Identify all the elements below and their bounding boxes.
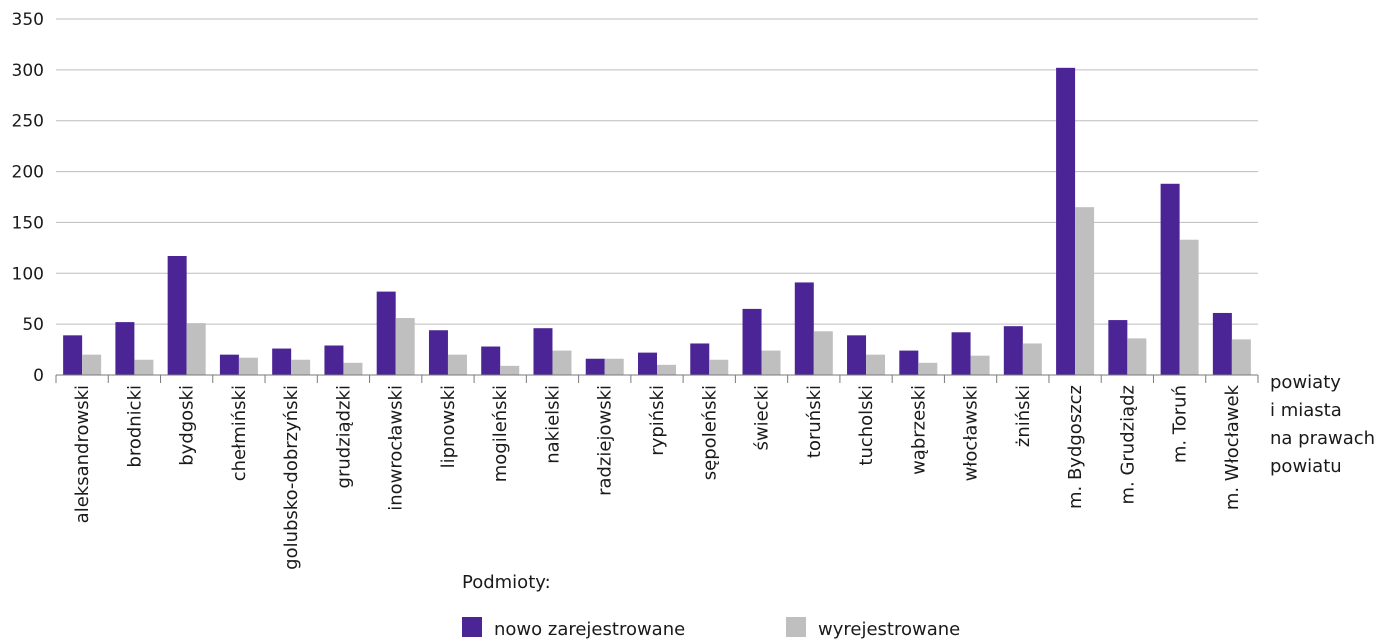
y-tick-label: 100: [12, 264, 44, 284]
bar-nowo-14: [794, 282, 814, 375]
bar-wyrej-18: [1022, 343, 1042, 375]
bar-wyrej-9: [552, 350, 572, 375]
bar-wyrej-1: [134, 359, 154, 375]
bar-wyrej-2: [186, 323, 206, 375]
bar-wyrej-21: [1179, 239, 1199, 375]
bar-wyrej-13: [761, 350, 781, 375]
x-tick-label: lipnowski: [438, 385, 459, 468]
x-axis-label-line-2: i miasta: [1270, 400, 1342, 421]
x-tick-label: włocławski: [961, 385, 982, 481]
x-tick-label: nakielski: [542, 385, 563, 464]
legend: Podmioty: nowo zarejestrowane wyrejestro…: [462, 572, 960, 640]
x-tick-label: m. Grudziądz: [1117, 385, 1138, 505]
bar-nowo-12: [690, 343, 710, 375]
bar-nowo-4: [272, 348, 292, 375]
bar-nowo-2: [167, 255, 187, 375]
bar-nowo-20: [1108, 320, 1128, 375]
bar-wyrej-4: [291, 359, 311, 375]
bar-nowo-1: [115, 322, 135, 375]
bar-wyrej-20: [1127, 338, 1147, 375]
bar-wyrej-3: [238, 357, 258, 375]
bar-nowo-9: [533, 328, 553, 375]
bar-nowo-13: [742, 308, 762, 375]
x-tick-label: żniński: [1013, 385, 1034, 447]
x-tick-label: grudziądzki: [333, 385, 354, 488]
bar-wyrej-10: [604, 358, 624, 375]
bar-nowo-17: [951, 332, 971, 375]
bar-nowo-7: [428, 330, 448, 375]
y-tick-label: 50: [22, 315, 44, 335]
bar-nowo-6: [376, 291, 396, 375]
y-tick-label: 300: [12, 61, 44, 81]
bar-wyrej-6: [395, 318, 415, 375]
legend-swatch-wyrej: [786, 617, 806, 637]
bars: [63, 67, 1251, 375]
x-tick-label: radziejowski: [595, 385, 616, 496]
y-tick-label: 350: [12, 10, 44, 30]
bar-nowo-8: [481, 346, 501, 375]
x-tick-label: sępoleński: [699, 385, 720, 480]
y-tick-label: 200: [12, 163, 44, 183]
bar-wyrej-5: [343, 362, 363, 375]
x-tick-label: inowrocławski: [386, 385, 407, 511]
gridlines: [56, 18, 1258, 325]
y-tick-label: 150: [12, 213, 44, 233]
x-tick-label: świecki: [752, 385, 773, 451]
x-tick-label: tucholski: [856, 385, 877, 466]
bar-nowo-5: [324, 345, 344, 375]
x-tick-label: golubsko-dobrzyński: [281, 385, 302, 570]
bar-nowo-21: [1160, 183, 1180, 375]
x-axis-label-line-3: na prawach: [1270, 428, 1375, 449]
y-tick-label: 0: [33, 366, 44, 386]
x-axis-label-line-1: powiaty: [1270, 372, 1341, 393]
legend-title: Podmioty:: [462, 572, 551, 593]
x-tick-label: brodnicki: [124, 385, 145, 468]
bar-wyrej-16: [918, 362, 938, 375]
bar-nowo-22: [1212, 312, 1232, 375]
x-tick-label: chełmiński: [229, 385, 250, 481]
bar-wyrej-14: [813, 331, 833, 375]
bar-wyrej-12: [709, 359, 729, 375]
y-tick-label: 250: [12, 112, 44, 132]
x-tick-label: aleksandrowski: [72, 385, 93, 523]
bar-nowo-16: [899, 350, 919, 375]
legend-swatch-nowo: [462, 617, 482, 637]
bar-wyrej-15: [866, 354, 886, 375]
y-axis-ticks: 0 50 100 150 200 250 300 350: [12, 10, 44, 386]
bar-nowo-18: [1003, 326, 1023, 375]
x-tick-label: m. Włocławek: [1222, 384, 1243, 510]
bar-nowo-10: [585, 358, 605, 375]
x-tick-label: rypiński: [647, 385, 668, 456]
bar-wyrej-17: [970, 355, 990, 375]
legend-label-wyrej: wyrejestrowane: [818, 619, 960, 640]
legend-label-nowo: nowo zarejestrowane: [494, 619, 685, 640]
x-tick-label: toruński: [804, 385, 825, 458]
x-tick-label: wąbrzeski: [908, 385, 929, 475]
x-tick-label: m. Toruń: [1170, 385, 1191, 463]
x-axis-label-line-4: powiatu: [1270, 456, 1342, 477]
bar-nowo-3: [219, 354, 239, 375]
x-tick-label: mogileński: [490, 385, 511, 482]
bar-nowo-15: [847, 335, 867, 375]
x-axis-ticks: aleksandrowski brodnicki bydgoski chełmińsk…: [72, 384, 1243, 569]
x-tick-label: m. Bydgoszcz: [1065, 385, 1086, 509]
bar-nowo-19: [1056, 67, 1076, 375]
bar-nowo-0: [63, 335, 83, 375]
bar-nowo-11: [638, 352, 657, 375]
x-axis: [55, 374, 1259, 383]
bar-wyrej-22: [1231, 339, 1251, 375]
bar-wyrej-11: [657, 364, 676, 375]
bar-wyrej-7: [447, 354, 467, 375]
x-tick-label: bydgoski: [177, 385, 198, 466]
bar-wyrej-19: [1075, 207, 1095, 375]
bar-wyrej-8: [500, 365, 520, 375]
bar-wyrej-0: [82, 354, 102, 375]
